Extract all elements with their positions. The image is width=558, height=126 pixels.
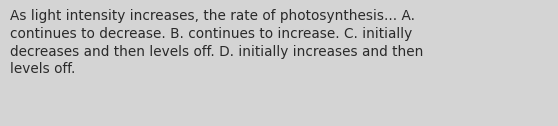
Text: As light intensity increases, the rate of photosynthesis... A.
continues to decr: As light intensity increases, the rate o… — [10, 9, 424, 76]
